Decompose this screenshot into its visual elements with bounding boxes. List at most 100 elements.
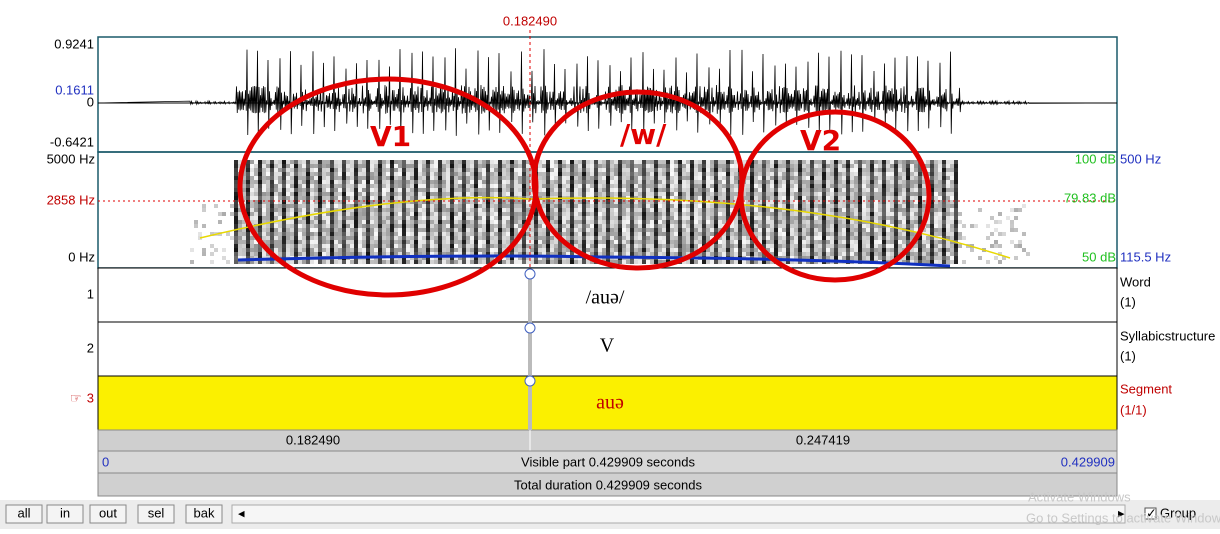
tier-text[interactable]: /auə/ xyxy=(586,287,625,309)
spectrogram-cell xyxy=(302,176,306,180)
spectrogram-cell xyxy=(366,228,370,232)
spectrogram-cell xyxy=(314,188,318,192)
spectrogram-cell xyxy=(618,260,622,264)
spectrogram-cell xyxy=(842,160,846,164)
scrollbar[interactable] xyxy=(232,505,1125,523)
spectrogram-cell xyxy=(942,168,946,172)
spectrogram-cell xyxy=(706,228,710,232)
spectrogram-cell xyxy=(494,236,498,240)
spectrogram-cell xyxy=(390,208,394,212)
spectrogram-cell xyxy=(754,248,758,252)
spectrogram-cell xyxy=(762,180,766,184)
spectrogram-cell xyxy=(522,160,526,164)
spectrogram-cell xyxy=(630,180,634,184)
spectrogram-cell xyxy=(458,160,462,164)
spectrogram-cell xyxy=(338,224,342,228)
tier-text[interactable]: V xyxy=(600,335,615,357)
spectrogram-cell xyxy=(282,224,286,228)
spectrogram-cell xyxy=(886,232,890,236)
spectrogram-cell xyxy=(638,228,642,232)
spectrogram-cell xyxy=(774,240,778,244)
spectrogram-cell xyxy=(322,244,326,248)
spectrogram-cell xyxy=(862,244,866,248)
spectrogram-cell xyxy=(510,160,514,164)
spectrogram-cell xyxy=(298,232,302,236)
spectrogram-cell xyxy=(910,196,914,200)
spectrogram-cell xyxy=(570,168,574,172)
spectrogram-cell xyxy=(838,256,842,260)
scroll-left[interactable]: ◂ xyxy=(238,505,245,520)
spectrogram-cell xyxy=(250,248,254,252)
spectrogram-cell xyxy=(314,240,318,244)
spectrogram-cell xyxy=(306,208,310,212)
spectrogram-cell xyxy=(822,224,826,228)
spectrogram-cell xyxy=(290,204,294,208)
spectrogram-cell xyxy=(662,216,666,220)
spectrogram-cell xyxy=(546,208,550,212)
spectrogram-cell xyxy=(510,228,514,232)
spectrogram-cell xyxy=(586,232,590,236)
spectrogram-cell xyxy=(270,244,274,248)
spectrogram-cell xyxy=(634,172,638,176)
boundary-handle[interactable] xyxy=(525,269,535,279)
spectrogram-cell xyxy=(950,180,954,184)
spectrogram-cell xyxy=(522,236,526,240)
spectrogram-cell xyxy=(890,168,894,172)
spectrogram-cell xyxy=(346,176,350,180)
button-label[interactable]: sel xyxy=(148,505,165,520)
spectrogram-cell xyxy=(290,184,294,188)
spectrogram-cell xyxy=(858,208,862,212)
spectrogram-cell xyxy=(434,184,438,188)
spectrogram-cell xyxy=(578,172,582,176)
spectrogram-cell xyxy=(754,176,758,180)
spectrogram-cell xyxy=(810,172,814,176)
button-label[interactable]: out xyxy=(99,505,117,520)
spectrogram-cell xyxy=(422,224,426,228)
spectrogram-cell xyxy=(890,204,894,208)
spectrogram-cell xyxy=(366,184,370,188)
spectrogram-cell xyxy=(950,236,954,240)
spectrogram-cell xyxy=(822,192,826,196)
spectrogram-cell xyxy=(470,260,474,264)
spectrogram-cell xyxy=(526,188,530,192)
spectrogram-cell xyxy=(358,244,362,248)
spectrogram-cell xyxy=(854,228,858,232)
time-row[interactable] xyxy=(98,430,1117,451)
spectrogram-cell xyxy=(666,252,670,256)
boundary-handle[interactable] xyxy=(525,323,535,333)
spectrogram-cell xyxy=(294,180,298,184)
spectrogram-cell xyxy=(770,224,774,228)
spectrogram-cell xyxy=(670,164,674,168)
tier-text[interactable]: auə xyxy=(596,392,624,414)
spectrogram-cell xyxy=(478,260,482,264)
spectrogram-cell xyxy=(350,168,354,172)
spectrogram-cell xyxy=(274,192,278,196)
spectrogram-cell xyxy=(806,180,810,184)
spectrogram-cell xyxy=(990,216,994,220)
button-label[interactable]: all xyxy=(17,505,30,520)
spectrogram-cell xyxy=(590,208,594,212)
spectrogram-cell xyxy=(442,160,446,164)
spectrogram-cell xyxy=(594,220,598,224)
spectrogram-cell xyxy=(458,248,462,252)
spectrogram-cell xyxy=(298,248,302,252)
button-label[interactable]: in xyxy=(60,505,70,520)
spectrogram-cell xyxy=(610,228,614,232)
spectrogram-cell xyxy=(862,180,866,184)
spectrogram-cell xyxy=(554,240,558,244)
boundary-handle[interactable] xyxy=(525,376,535,386)
spectrogram-cell xyxy=(246,232,250,236)
spectrogram-cell xyxy=(310,192,314,196)
spectrogram-cell xyxy=(386,244,390,248)
spectrogram-cell xyxy=(786,224,790,228)
spectrogram-cell xyxy=(926,236,930,240)
spectrogram-cell xyxy=(938,180,942,184)
spectrogram-cell xyxy=(690,204,694,208)
spectrogram-cell xyxy=(910,208,914,212)
button-label[interactable]: bak xyxy=(194,505,215,520)
spectrogram-cell xyxy=(454,228,458,232)
spectrogram-cell xyxy=(338,180,342,184)
spectrogram-cell xyxy=(610,244,614,248)
spectrogram-cell xyxy=(590,184,594,188)
spectrogram-cell xyxy=(514,160,518,164)
